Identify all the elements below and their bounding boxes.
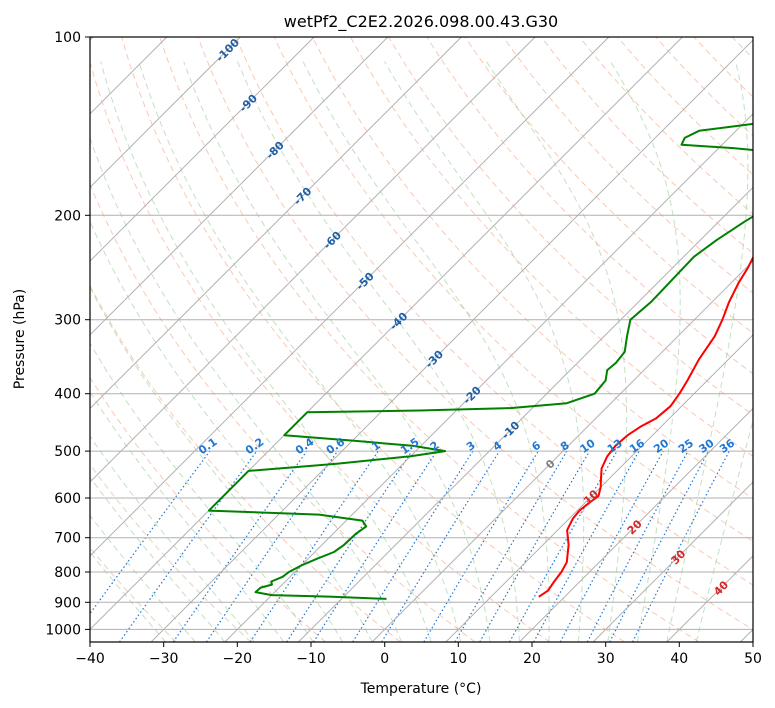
isotherm--10	[298, 186, 753, 642]
y-tick-label-100: 100	[54, 30, 81, 46]
mixing-ratio-line-2	[172, 450, 308, 642]
isotherm--80	[90, 37, 389, 336]
x-tick-label-40: 40	[670, 651, 688, 667]
dry-adiabat-6	[121, 37, 625, 642]
moist-adiabat-13	[302, 61, 550, 642]
y-tick-label-1000: 1000	[45, 622, 81, 638]
moist-adiabat-10	[138, 61, 461, 642]
mixing-ratio-line-7	[352, 450, 474, 642]
isotherm--40	[90, 37, 683, 631]
moist-adiabat-11	[183, 61, 491, 642]
y-tick-label-300: 300	[54, 313, 81, 329]
moist-adiabat-12	[237, 61, 520, 642]
moist-adiabat-18	[695, 418, 753, 642]
x-tick-label--20: −20	[223, 651, 253, 667]
mixing-ratio-line-17	[632, 450, 730, 642]
dry-adiabat-17	[540, 37, 753, 254]
moist-adiabats	[90, 61, 753, 642]
dry-adiabat-8	[197, 37, 753, 630]
x-axis-ticks: −40 −30 −20 −10 0 10 20 30 40 50	[75, 642, 762, 667]
isotherm-20	[519, 407, 753, 642]
mixing-ratio-line-5	[286, 450, 413, 642]
dry-adiabats	[90, 37, 753, 642]
pressure-gridlines	[90, 37, 753, 630]
moist-adiabat-2	[90, 476, 226, 642]
moist-adiabat-7	[90, 220, 373, 642]
isotherm-0	[371, 260, 753, 642]
moist-adiabat-14	[384, 61, 585, 642]
x-tick-label-0: 0	[380, 651, 389, 667]
moist-adiabat-8	[90, 136, 403, 642]
dry-adiabat-3	[90, 284, 401, 642]
isotherm--20	[224, 113, 753, 642]
mixing-ratio-line-1	[119, 450, 258, 642]
isotherm--70	[90, 37, 462, 410]
dry-adiabat-19	[617, 37, 753, 176]
mixing-ratio-line-8	[381, 450, 501, 642]
dry-adiabat-12	[350, 37, 753, 457]
x-tick-label-10: 10	[449, 651, 467, 667]
mixing-ratio-line-4	[249, 450, 379, 642]
moist-adiabat-6	[90, 286, 344, 642]
moist-adiabat-0	[90, 551, 167, 642]
plot-frame	[89, 36, 754, 643]
chart-title: wetPf2_C2E2.2026.098.00.43.G30	[284, 12, 558, 32]
x-tick-label-50: 50	[744, 651, 762, 667]
x-tick-label--30: −30	[149, 651, 179, 667]
y-tick-label-900: 900	[54, 595, 81, 611]
temperature-profile-line	[538, 255, 753, 598]
moist-adiabat-5	[90, 342, 314, 642]
y-tick-label-800: 800	[54, 565, 81, 581]
x-tick-label--40: −40	[75, 651, 105, 667]
dry-adiabat-11	[311, 37, 753, 500]
y-tick-label-600: 600	[54, 491, 81, 507]
isotherms	[90, 37, 753, 642]
moist-adiabat-4	[90, 391, 285, 642]
dry-adiabat-14	[426, 37, 753, 375]
y-axis-label: Pressure (hPa)	[12, 289, 28, 389]
moist-adiabat-16	[610, 61, 681, 642]
isotherm--100	[90, 37, 241, 189]
dry-adiabat-13	[388, 37, 753, 416]
mixing-ratio-line-12	[509, 450, 618, 642]
moist-adiabat-1	[90, 514, 196, 642]
isotherm--30	[150, 39, 753, 642]
y-tick-label-700: 700	[54, 531, 81, 547]
moist-adiabat-17	[666, 61, 749, 642]
y-tick-label-500: 500	[54, 444, 81, 460]
y-tick-label-400: 400	[54, 387, 81, 403]
x-axis-label: Temperature (°C)	[360, 681, 482, 697]
dry-adiabat-5	[90, 60, 551, 642]
mixing-ratio-line-3	[205, 450, 338, 642]
isotherm--60	[90, 37, 536, 483]
sounding-profiles	[207, 122, 753, 600]
isotherm--50	[90, 37, 610, 557]
moist-adiabat-3	[90, 435, 255, 642]
dewpoint-profile-line	[207, 122, 753, 600]
mixing-ratio-line-14	[559, 450, 664, 642]
x-tick-label-30: 30	[597, 651, 615, 667]
x-tick-label-20: 20	[523, 651, 541, 667]
isotherm-10	[445, 334, 753, 642]
mixing-ratio-line-0	[90, 450, 211, 615]
dry-adiabat-1	[90, 463, 252, 642]
mixing-ratio-line-6	[312, 450, 438, 642]
moist-adiabat-15	[486, 61, 628, 642]
x-tick-label--10: −10	[296, 651, 326, 667]
isotherm--90	[90, 37, 315, 262]
dry-adiabat-9	[235, 37, 753, 586]
y-axis-ticks: 100 200 300 400 500 600 700 800 900 1000	[45, 30, 90, 638]
mixing-ratio-lines	[90, 450, 730, 642]
isotherm-30	[592, 481, 753, 642]
y-tick-label-200: 200	[54, 208, 81, 224]
moist-adiabat-9	[100, 61, 432, 642]
mixing-ratio-line-13	[533, 450, 640, 642]
